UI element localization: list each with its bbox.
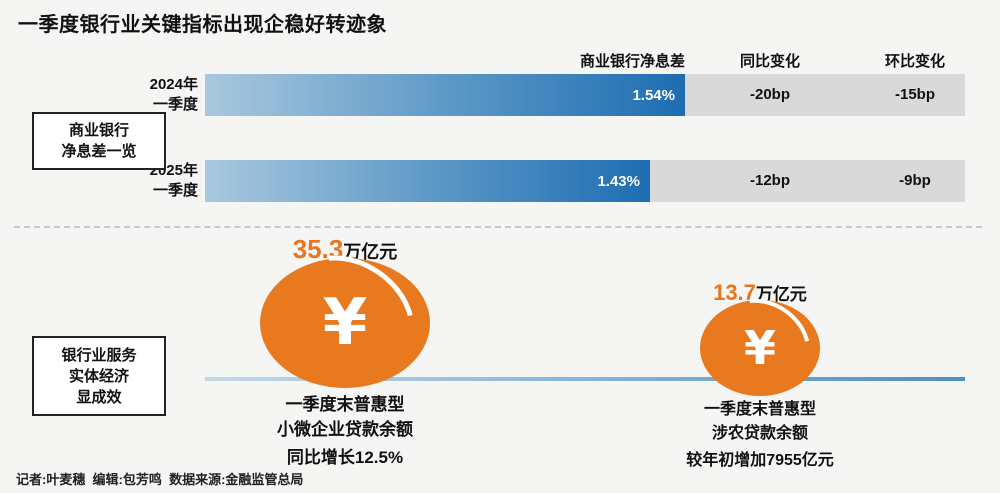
section-divider	[14, 226, 982, 228]
desc-change: 同比增长12.5%	[286, 448, 404, 467]
period-line: 一季度	[152, 182, 198, 199]
yen-symbol-icon: ¥	[743, 321, 776, 375]
section-label-line: 实体经济	[68, 367, 129, 385]
bar-track-2025	[650, 160, 965, 202]
coin-icon-small: ¥	[700, 280, 828, 404]
loan-value-small-micro: 35.3万亿元	[245, 234, 445, 265]
column-header-nim: 商业银行净息差	[579, 53, 685, 70]
nim-value-2024: 1.54%	[632, 86, 675, 104]
qoq-change-2025: -9bp	[899, 172, 931, 189]
yen-symbol-icon: ¥	[322, 286, 368, 360]
nim-value-2025: 1.43%	[597, 172, 640, 190]
section-label-nim: 商业银行 净息差一览	[32, 112, 166, 170]
column-header-yoy: 同比变化	[739, 53, 800, 70]
loan-unit: 万亿元	[755, 285, 807, 304]
section-label-line: 银行业服务	[61, 346, 137, 364]
section-label-economy: 银行业服务 实体经济 显成效	[32, 336, 166, 416]
period-label-2024: 2024年 一季度	[90, 75, 198, 115]
section-label-line: 商业银行	[68, 122, 129, 139]
desc-line: 小微企业贷款余额	[277, 420, 413, 439]
bar-track-2024	[685, 74, 965, 116]
loan-desc-small-micro: 一季度末普惠型 小微企业贷款余额 同比增长12.5%	[215, 392, 475, 470]
credits-footer: 记者:叶麦穗 编辑:包芳鸣 数据来源:金融监管总局	[16, 472, 304, 487]
nim-row-2024: 2024年 一季度 1.54% -20bp -15bp	[0, 74, 1000, 116]
period-line: 2024年	[149, 76, 198, 93]
desc-line: 一季度末普惠型	[285, 395, 405, 414]
loan-desc-agriculture: 一季度末普惠型 涉农贷款余额 较年初增加7955亿元	[630, 398, 890, 473]
desc-line: 一季度末普惠型	[703, 401, 816, 418]
desc-line: 涉农贷款余额	[711, 425, 808, 442]
page-title: 一季度银行业关键指标出现企稳好转迹象	[18, 14, 387, 36]
period-line: 一季度	[152, 96, 198, 113]
baseline-rule	[205, 377, 965, 381]
section-label-line: 显成效	[76, 388, 122, 406]
nim-bar-2025: 1.43%	[205, 160, 650, 202]
loan-unit: 万亿元	[343, 242, 398, 262]
coin-icon-large: ¥	[260, 230, 439, 400]
loan-value-agriculture: 13.7万亿元	[660, 280, 860, 306]
yoy-change-2025: -12bp	[749, 172, 790, 189]
nim-bar-2024: 1.54%	[205, 74, 685, 116]
column-header-qoq: 环比变化	[884, 53, 945, 70]
yoy-change-2024: -20bp	[749, 86, 790, 103]
qoq-change-2024: -15bp	[894, 86, 935, 103]
section-label-line: 净息差一览	[61, 143, 137, 160]
desc-change: 较年初增加7955亿元	[686, 452, 834, 469]
